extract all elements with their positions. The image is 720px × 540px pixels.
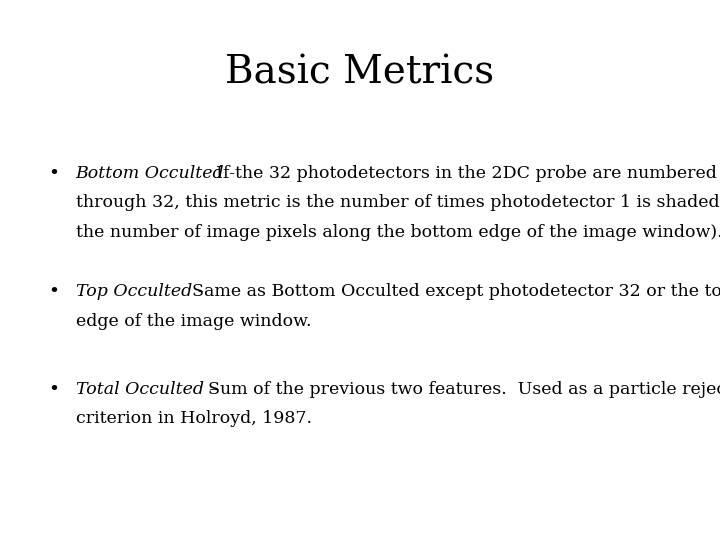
Text: Top Occulted -: Top Occulted - <box>76 284 209 300</box>
Text: •: • <box>48 165 60 183</box>
Text: Basic Metrics: Basic Metrics <box>225 54 495 91</box>
Text: criterion in Holroyd, 1987.: criterion in Holroyd, 1987. <box>76 410 312 427</box>
Text: Bottom Occulted -: Bottom Occulted - <box>76 165 241 181</box>
Text: •: • <box>48 284 60 301</box>
Text: through 32, this metric is the number of times photodetector 1 is shaded (i.e.,: through 32, this metric is the number of… <box>76 194 720 211</box>
Text: Sum of the previous two features.  Used as a particle rejection: Sum of the previous two features. Used a… <box>208 381 720 397</box>
Text: edge of the image window.: edge of the image window. <box>76 313 311 330</box>
Text: If the 32 photodetectors in the 2DC probe are numbered 1: If the 32 photodetectors in the 2DC prob… <box>215 165 720 181</box>
Text: Same as Bottom Occulted except photodetector 32 or the top: Same as Bottom Occulted except photodete… <box>192 284 720 300</box>
Text: Total Occulted –: Total Occulted – <box>76 381 223 397</box>
Text: •: • <box>48 381 60 399</box>
Text: the number of image pixels along the bottom edge of the image window).: the number of image pixels along the bot… <box>76 224 720 241</box>
